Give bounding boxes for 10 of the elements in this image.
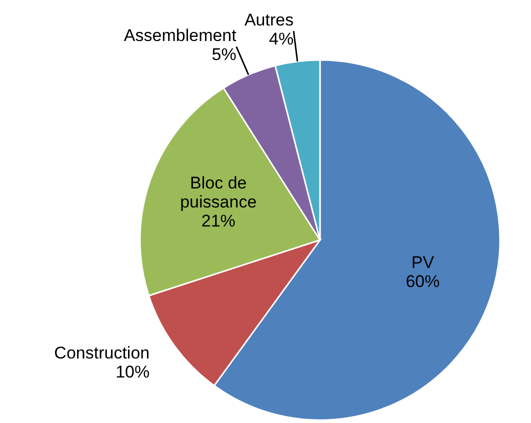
- slice-label: Bloc de puissance: [180, 174, 257, 212]
- data-label: 60%: [406, 272, 440, 292]
- data-label: 10%: [116, 362, 150, 382]
- data-label: 4%: [269, 30, 294, 50]
- slice-label: Assemblement: [124, 26, 237, 46]
- slice-label: PV: [411, 253, 435, 272]
- data-label: 5%: [212, 46, 236, 65]
- data-label: 21%: [201, 212, 236, 231]
- slice-label: Autres: [244, 11, 294, 30]
- slice-label: Construction: [54, 344, 150, 363]
